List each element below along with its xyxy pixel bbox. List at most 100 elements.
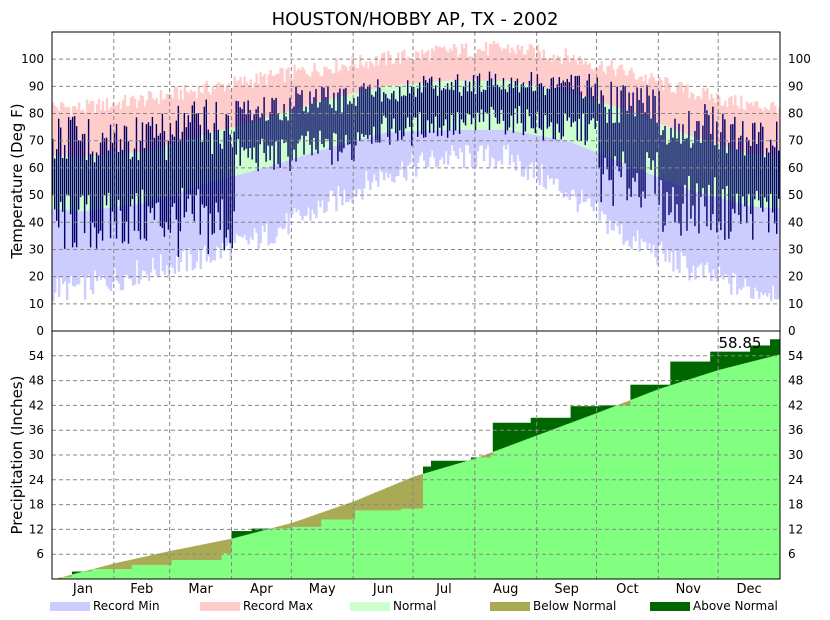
precip-base-bar: [540, 433, 544, 579]
precip-base-bar: [554, 428, 558, 579]
record-min-bar: [193, 187, 197, 269]
record-min-bar: [133, 204, 137, 285]
observed-temperature-bar: [295, 86, 297, 162]
record-min-bar: [530, 134, 534, 163]
above-normal-bar: [734, 351, 737, 366]
precip-base-bar: [598, 412, 601, 579]
below-normal-bar: [151, 554, 155, 565]
record-max-bar: [536, 44, 540, 87]
precipitation-tick-label-left: 30: [29, 448, 44, 462]
record-min-bar: [107, 207, 111, 289]
record-min-bar: [516, 131, 520, 155]
temperature-tick-label-left: 100: [21, 52, 44, 66]
record-max-bar: [217, 82, 220, 132]
record-min-bar: [393, 132, 396, 183]
record-min-bar: [556, 138, 560, 180]
precip-base-bar: [369, 510, 372, 579]
record-max-bar: [582, 64, 585, 97]
record-max-bar: [750, 102, 753, 155]
precip-base-bar: [618, 405, 621, 579]
record-min-bar: [263, 167, 266, 233]
precip-base-bar: [397, 510, 400, 579]
precip-base-bar: [752, 361, 755, 579]
above-normal-bar: [255, 528, 258, 533]
record-min-bar: [301, 155, 304, 221]
observed-temperature-bar: [746, 137, 748, 224]
observed-temperature-bar: [484, 90, 487, 113]
temperature-tick-label-left: 80: [29, 107, 44, 121]
month-label-aug: Aug: [493, 582, 518, 597]
precip-base-bar: [301, 526, 304, 579]
record-min-bar: [365, 137, 368, 171]
record-min-bar: [217, 180, 220, 248]
record-max-bar: [718, 96, 721, 145]
observed-temperature-bar: [752, 123, 754, 240]
below-normal-bar: [351, 501, 354, 520]
record-min-bar: [624, 164, 627, 242]
record-min-bar: [416, 131, 420, 163]
precip-base-bar: [466, 460, 470, 579]
observed-temperature-bar: [516, 78, 519, 124]
precipitation-tick-label-left: 24: [29, 473, 44, 487]
precip-base-bar: [732, 366, 735, 579]
above-normal-bar: [444, 460, 448, 468]
below-normal-bar: [211, 542, 214, 560]
observed-temperature-bar: [245, 114, 247, 149]
observed-temperature-bar: [598, 103, 600, 169]
observed-temperature-bar: [67, 117, 70, 196]
below-normal-bar: [103, 565, 107, 570]
below-normal-bar: [486, 453, 490, 458]
precipitation-tick-label-right: 30: [788, 448, 803, 462]
above-normal-bar: [728, 351, 731, 368]
record-max-bar: [117, 102, 121, 154]
observed-temperature-bar: [103, 138, 106, 196]
record-max-bar: [233, 76, 236, 128]
record-max-bar: [249, 79, 252, 123]
record-min-bar: [532, 134, 536, 178]
record-min-bar: [389, 132, 392, 174]
precip-base-bar: [624, 405, 627, 579]
precip-base-bar: [159, 564, 163, 579]
below-normal-bar: [379, 490, 382, 511]
precip-base-bar: [602, 410, 605, 579]
observed-temperature-bar: [173, 136, 176, 204]
above-normal-bar: [708, 361, 711, 374]
observed-temperature-bar: [123, 125, 126, 242]
precip-base-bar: [596, 412, 599, 579]
above-normal-bar: [428, 466, 432, 472]
precip-base-bar: [562, 425, 565, 579]
above-normal-bar: [638, 384, 641, 397]
precip-base-bar: [319, 526, 322, 579]
record-min-bar: [399, 131, 402, 170]
record-max-bar: [498, 47, 502, 81]
precip-base-bar: [273, 528, 276, 579]
below-normal-bar: [147, 555, 151, 565]
record-max-bar: [692, 93, 695, 137]
precip-base-bar: [658, 388, 661, 579]
temperature-tick-label-right: 100: [788, 52, 811, 66]
below-normal-bar: [153, 554, 157, 565]
record-min-bar: [426, 130, 430, 167]
record-max-bar: [564, 48, 567, 92]
precip-base-bar: [720, 369, 723, 579]
record-min-bar: [345, 143, 348, 203]
below-normal-bar: [478, 456, 482, 458]
precip-base-bar: [664, 386, 667, 579]
observed-temperature-bar: [297, 93, 299, 144]
observed-temperature-bar: [418, 82, 421, 113]
record-min-bar: [440, 130, 444, 158]
record-min-bar: [347, 142, 350, 203]
month-label-may: May: [309, 582, 336, 597]
observed-temperature-bar: [251, 120, 253, 160]
record-max-bar: [257, 84, 260, 121]
observed-temperature-bar: [141, 122, 144, 190]
observed-temperature-bar: [580, 91, 582, 142]
observed-temperature-bar: [754, 122, 756, 200]
observed-temperature-bar: [486, 80, 489, 113]
observed-temperature-bar: [750, 145, 752, 215]
record-max-bar: [628, 70, 631, 112]
record-max-bar: [484, 42, 488, 81]
record-min-bar: [141, 203, 145, 271]
